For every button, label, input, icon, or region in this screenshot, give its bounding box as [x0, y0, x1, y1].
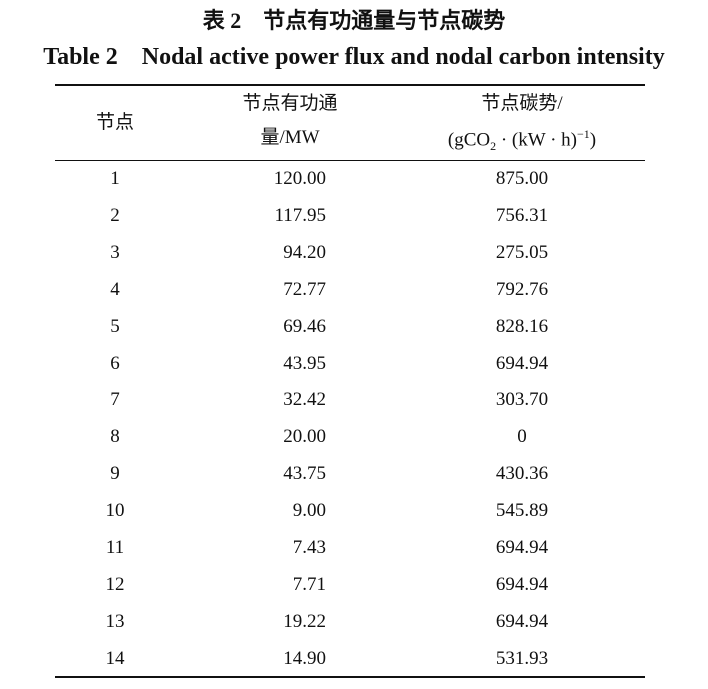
superscript: −1 — [577, 127, 590, 141]
node-cell: 10 — [105, 500, 125, 522]
mid-rule — [55, 160, 645, 161]
carbon-cell: 0 — [517, 426, 527, 448]
carbon-cell: 694.94 — [495, 537, 549, 558]
carbon-cell: 694.94 — [495, 573, 549, 595]
power-cell: 14.90 — [283, 647, 326, 669]
carbon-cell: 694.94 — [495, 610, 549, 632]
power-cell: 94.20 — [283, 241, 326, 263]
carbon-cell: 792.76 — [495, 278, 549, 300]
carbon-cell: 694.94 — [495, 352, 549, 374]
header-power-1: 节点有功通 — [242, 93, 338, 114]
bottom-rule — [55, 676, 645, 678]
power-cell: 43.95 — [283, 352, 326, 374]
node-cell: 7 — [110, 389, 120, 411]
carbon-cell: 828.16 — [495, 315, 549, 337]
power-cell: 43.75 — [283, 463, 326, 485]
node-cell: 14 — [105, 647, 125, 669]
header-text: (gCO — [447, 129, 491, 151]
power-cell: 72.77 — [283, 278, 326, 300]
header-carbon-2: (gCO2 · (kW · h)−1) — [400, 128, 644, 152]
top-rule — [55, 84, 645, 86]
carbon-cell: 275.05 — [495, 241, 549, 263]
power-cell: 117.95 — [274, 204, 326, 226]
carbon-cell: 303.70 — [495, 389, 549, 411]
power-cell: 32.42 — [283, 389, 326, 411]
header-carbon-1: 节点碳势/ — [481, 93, 563, 114]
subscript: 2 — [490, 139, 497, 154]
node-cell: 4 — [110, 278, 120, 300]
node-cell: 3 — [110, 241, 120, 263]
carbon-cell: 531.93 — [495, 647, 549, 669]
node-cell: 8 — [110, 426, 120, 448]
power-cell: 120.00 — [273, 168, 326, 189]
node-cell: 12 — [105, 573, 125, 595]
header-text: · (kW · h) — [496, 129, 578, 151]
header-power-2: 量/MW — [260, 127, 320, 148]
node-cell: 2 — [110, 204, 120, 226]
power-cell: 69.46 — [283, 315, 326, 337]
power-cell: 9.00 — [292, 500, 326, 522]
carbon-cell: 875.00 — [495, 168, 549, 189]
carbon-cell: 756.31 — [495, 204, 549, 226]
title-en: Table 2 Nodal active power flux and noda… — [43, 44, 665, 70]
power-cell: 7.71 — [292, 573, 326, 595]
power-cell: 19.22 — [283, 610, 326, 632]
node-cell: 11 — [105, 537, 125, 558]
node-cell: 1 — [110, 168, 120, 189]
header-node: 节点 — [95, 112, 134, 133]
carbon-cell: 545.89 — [495, 500, 549, 522]
node-cell: 9 — [110, 463, 120, 485]
power-cell: 20.00 — [283, 426, 326, 448]
carbon-cell: 430.36 — [495, 463, 549, 485]
header-text: ) — [589, 129, 597, 151]
node-cell: 6 — [110, 352, 120, 374]
power-cell: 7.43 — [292, 537, 326, 558]
node-cell: 5 — [110, 315, 120, 337]
title-cn: 表 2 节点有功通量与节点碳势 — [202, 8, 506, 33]
node-cell: 13 — [105, 610, 125, 632]
